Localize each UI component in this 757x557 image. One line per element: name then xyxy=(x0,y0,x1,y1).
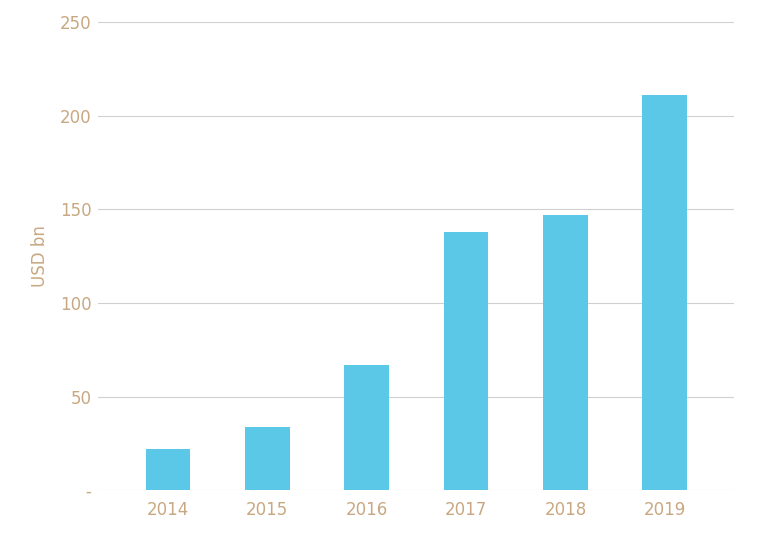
Y-axis label: USD bn: USD bn xyxy=(31,225,48,287)
Bar xyxy=(643,95,687,490)
Bar xyxy=(444,232,488,490)
Bar xyxy=(145,449,190,490)
Bar xyxy=(245,427,290,490)
Bar xyxy=(344,365,389,490)
Bar xyxy=(543,215,587,490)
